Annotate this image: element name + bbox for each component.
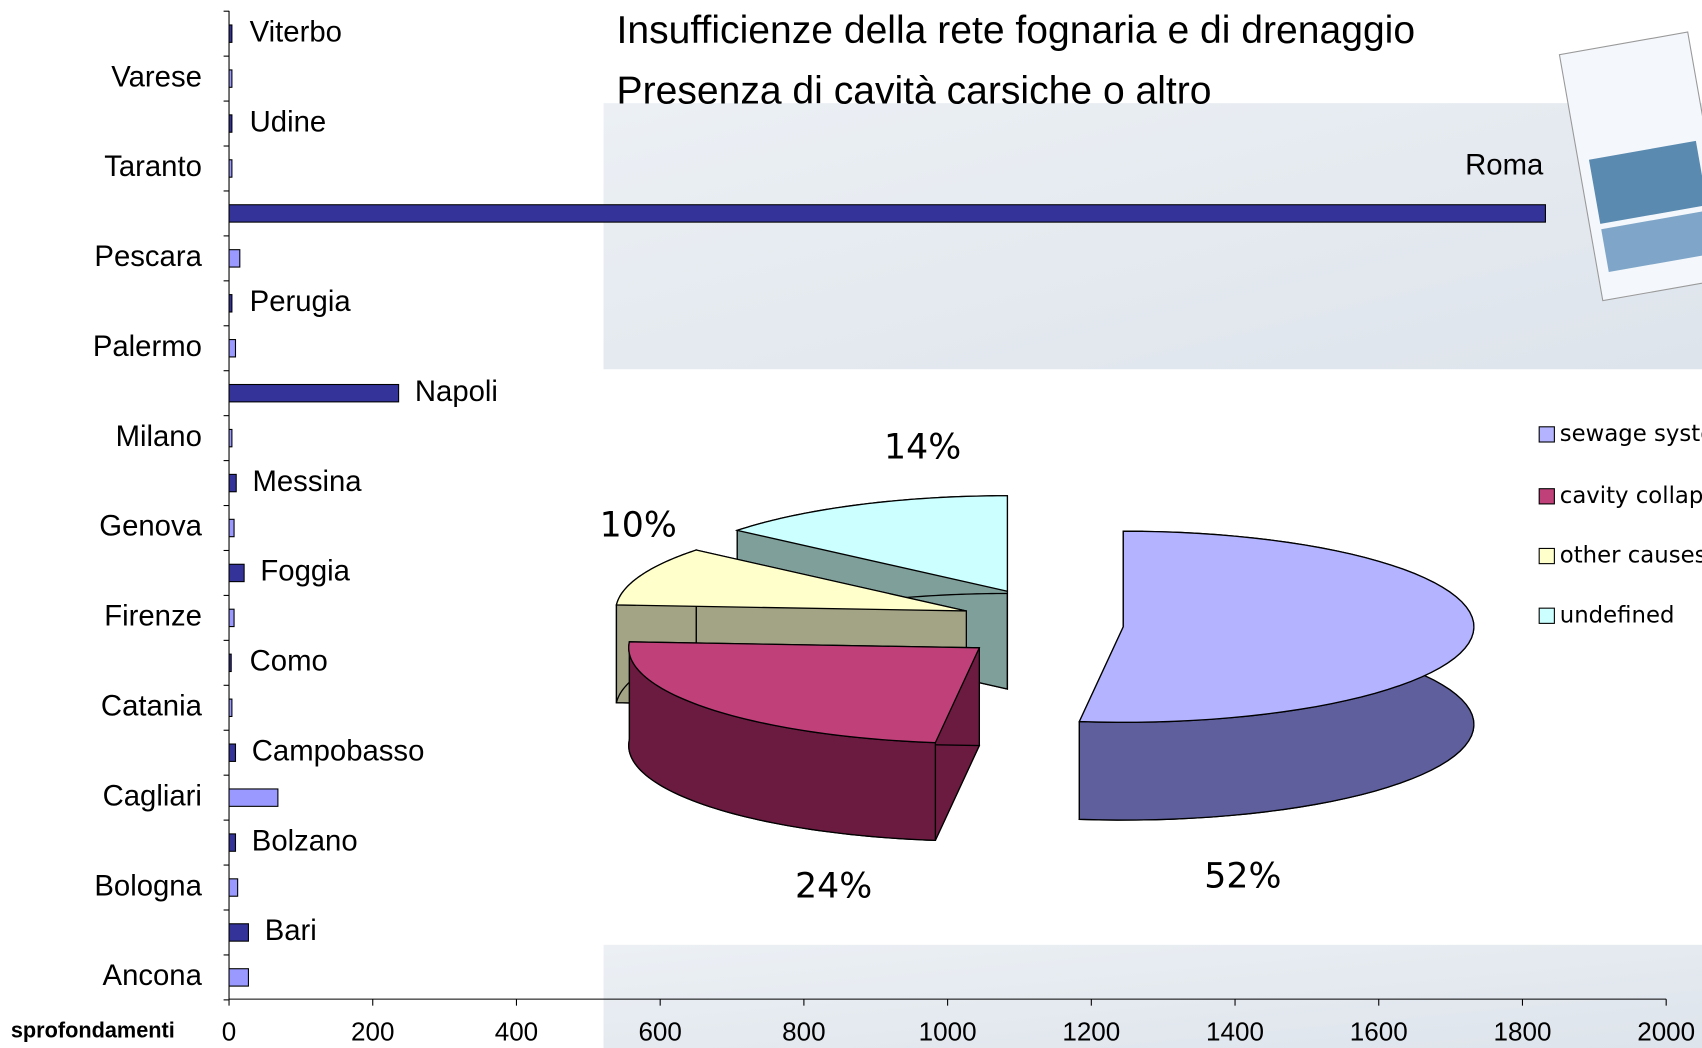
bar-label: Roma bbox=[1465, 148, 1544, 181]
x-axis-label: sprofondamenti bbox=[11, 1017, 175, 1042]
bar bbox=[229, 384, 399, 401]
y-tick-label: Ancona bbox=[103, 959, 203, 992]
bar bbox=[229, 519, 234, 536]
bar-label: Perugia bbox=[250, 285, 352, 318]
bar bbox=[229, 924, 248, 941]
background-photo bbox=[604, 103, 1702, 369]
bar bbox=[229, 340, 235, 357]
bar bbox=[229, 969, 248, 986]
bar bbox=[229, 744, 235, 761]
title-line: Presenza di cavità carsiche o altro bbox=[617, 70, 1212, 113]
bar bbox=[229, 205, 1545, 222]
bar bbox=[229, 789, 278, 806]
bar bbox=[229, 70, 232, 87]
x-tick-label: 400 bbox=[495, 1017, 538, 1047]
y-tick-label: Catania bbox=[101, 690, 203, 723]
bar-label: Campobasso bbox=[252, 734, 425, 767]
bar-label: Udine bbox=[250, 105, 327, 138]
y-tick-label: Taranto bbox=[104, 150, 202, 183]
y-tick-label: Firenze bbox=[104, 600, 202, 633]
x-tick-label: 1000 bbox=[919, 1017, 977, 1047]
x-tick-label: 200 bbox=[351, 1017, 394, 1047]
y-tick-label: Varese bbox=[111, 60, 202, 93]
slide: Insufficienze della rete fognaria e di d… bbox=[0, 0, 1702, 1048]
x-tick-label: 1200 bbox=[1062, 1017, 1120, 1047]
y-tick-label: Bologna bbox=[94, 869, 202, 902]
y-tick-label: Milano bbox=[116, 420, 202, 453]
x-tick-label: 0 bbox=[222, 1017, 236, 1047]
bar bbox=[229, 429, 232, 446]
legend-label: undefined bbox=[1560, 602, 1675, 628]
bar-label: Como bbox=[250, 645, 328, 678]
bar bbox=[229, 654, 231, 671]
bar bbox=[229, 564, 244, 581]
pie-slice bbox=[629, 642, 980, 841]
x-tick-label: 800 bbox=[782, 1017, 825, 1047]
x-tick-label: 1600 bbox=[1350, 1017, 1408, 1047]
bar bbox=[229, 115, 232, 132]
legend-label: other causes bbox=[1560, 543, 1702, 569]
bar bbox=[229, 879, 238, 896]
x-tick-label: 1400 bbox=[1206, 1017, 1264, 1047]
bar-label: Bolzano bbox=[252, 824, 358, 857]
bar bbox=[229, 609, 234, 626]
legend-swatch bbox=[1539, 548, 1554, 563]
pie-value-label: 24% bbox=[795, 866, 872, 906]
bar bbox=[229, 160, 232, 177]
bar bbox=[229, 250, 240, 267]
bar bbox=[229, 834, 235, 851]
x-tick-label: 1800 bbox=[1493, 1017, 1551, 1047]
y-tick-label: Cagliari bbox=[103, 779, 202, 812]
x-tick-label: 600 bbox=[638, 1017, 681, 1047]
bar-label: Messina bbox=[252, 465, 362, 498]
bar bbox=[229, 295, 232, 312]
title-line: Insufficienze della rete fognaria e di d… bbox=[617, 9, 1416, 52]
legend-label: sewage system inadequacy bbox=[1560, 421, 1702, 447]
pie-value-label: 52% bbox=[1204, 856, 1281, 896]
bar bbox=[229, 25, 232, 42]
pie-slice bbox=[1079, 531, 1474, 820]
bar-label: Foggia bbox=[260, 555, 350, 588]
legend-label: cavity collapse bbox=[1560, 483, 1702, 509]
y-tick-label: Pescara bbox=[94, 240, 202, 273]
bar-label: Bari bbox=[265, 914, 317, 947]
legend-swatch bbox=[1539, 489, 1554, 504]
legend-swatch bbox=[1539, 608, 1554, 623]
bar-label: Napoli bbox=[415, 375, 498, 408]
bar bbox=[229, 474, 236, 491]
y-tick-label: Palermo bbox=[93, 330, 202, 363]
pie-value-label: 14% bbox=[884, 428, 961, 468]
y-tick-label: Genova bbox=[99, 510, 202, 543]
legend-swatch bbox=[1539, 427, 1554, 442]
x-tick-label: 2000 bbox=[1637, 1017, 1695, 1047]
pie-value-label: 10% bbox=[600, 506, 677, 546]
bar bbox=[229, 699, 232, 716]
bar-label: Viterbo bbox=[250, 15, 342, 48]
